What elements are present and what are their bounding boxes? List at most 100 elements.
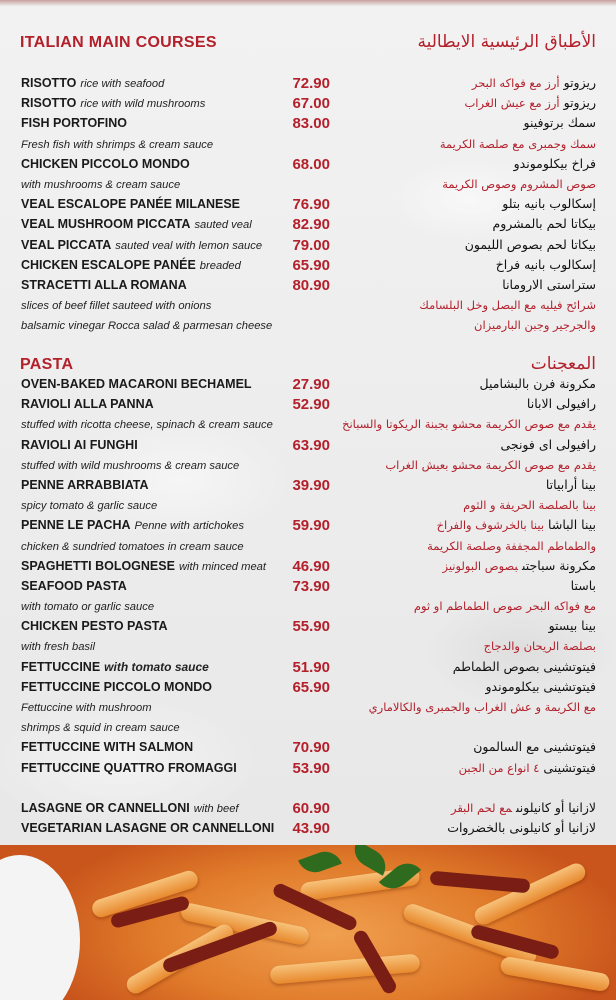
item-english: LASAGNE OR CANNELLONI with beef	[21, 801, 239, 815]
menu-item: LASAGNE OR CANNELLONI with beef 60.90 لازان…	[0, 798, 616, 818]
item-english: CHICKEN PICCOLO MONDO	[21, 157, 190, 171]
item-description-arabic: يقدم مع صوص الكريمة محشو بجبنة الريكوتا …	[342, 417, 596, 432]
item-name-arabic: ستراستى الارومانا	[502, 276, 596, 292]
item-name: FETTUCCINE QUATTRO FROMAGGI	[21, 760, 237, 775]
item-arabic: مع فواكه البحر صوص الطماطم او ثوم	[414, 598, 596, 613]
item-description-arabic: مع لحم البقر	[450, 801, 512, 815]
item-name-arabic: إسكالوب بانيه فراخ	[495, 256, 596, 272]
section-header: ITALIAN MAIN COURSES الأطباق الرئيسية ال…	[20, 32, 596, 54]
item-name: RISOTTO	[21, 96, 77, 111]
item-description-arabic: ٤ انواع من الجبن	[458, 760, 540, 775]
menu-item: RAVIOLI ALLA PANNA 52.90 رافيولى الابانا	[0, 394, 616, 414]
section-title-en: PASTA	[20, 356, 74, 373]
item-description-arabic: شرائح فيليه مع البصل وخل البلسامك	[419, 298, 596, 313]
item-description: stuffed with wild mushrooms & cream sauc…	[21, 459, 240, 472]
menu-item-description: stuffed with ricotta cheese, spinach & c…	[0, 414, 616, 434]
item-arabic: يقدم مع صوص الكريمة محشو بجبنة الريكوتا …	[342, 416, 596, 431]
item-english: with tomato or garlic sauce	[21, 599, 154, 613]
item-english: FISH PORTOFINO	[21, 116, 127, 130]
menu-item: VEGETARIAN LASAGNE OR CANNELLONI 43.90 لاز…	[0, 818, 616, 838]
item-arabic: لازانيا أو كانيلونى بالخضروات	[447, 820, 596, 835]
menu-item-description: balsamic vinegar Rocca salad & parmesan …	[0, 315, 616, 335]
item-name: CHICKEN PICCOLO MONDO	[21, 156, 190, 171]
item-description: stuffed with ricotta cheese, spinach & c…	[21, 419, 273, 432]
item-english: FETTUCCINE with tomato sauce	[21, 660, 209, 674]
item-name-arabic: فيتوتشينى بصوص الطماطم	[452, 658, 596, 674]
item-price: 82.90	[292, 216, 330, 234]
menu-item: SEAFOOD PASTA 73.90 باستا	[0, 576, 616, 596]
item-english: CHICKEN PESTO PASTA	[21, 619, 168, 633]
menu-item: RISOTTO rice with seafood 72.90 ريزوتوأرز م…	[0, 73, 616, 93]
item-name-arabic: باستا	[570, 577, 596, 593]
item-name: VEAL ESCALOPE PANÉE MILANESE	[21, 197, 241, 212]
section-title-en: ITALIAN MAIN COURSES	[20, 34, 217, 51]
menu-item: VEAL PICCATA sauted veal with lemon sauce…	[0, 235, 616, 255]
item-description: shrimps & squid in cream sauce	[21, 722, 180, 735]
item-arabic: فيتوتشينى بصوص الطماطم	[453, 659, 596, 674]
penne-piece	[499, 955, 611, 993]
item-description-arabic: يقدم مع صوص الكريمة محشو بعيش الغراب	[385, 457, 596, 472]
item-name-arabic: رافيولى اى فونجى	[500, 436, 596, 452]
item-english: stuffed with ricotta cheese, spinach & c…	[21, 417, 273, 431]
item-price: 65.90	[292, 678, 330, 696]
item-description-arabic: بينا بالصلصة الحريفة و الثوم	[463, 498, 596, 513]
item-english: slices of beef fillet sauteed with onion…	[21, 298, 211, 312]
item-description: Penne with artichokes	[134, 520, 244, 533]
item-name: FISH PORTOFINO	[21, 116, 128, 131]
menu-item: FETTUCCINE WITH SALMON 70.90 فيتوتشينى مع …	[0, 737, 616, 757]
item-english: RAVIOLI AI FUNGHI	[21, 438, 138, 452]
menu-group: OVEN-BAKED MACARONI BECHAMEL 27.90 مكرونة …	[0, 374, 616, 778]
item-price: 73.90	[292, 577, 330, 595]
item-description: with minced meat	[178, 560, 267, 573]
item-english: PENNE ARRABBIATA	[21, 478, 149, 492]
item-description: sauted veal	[194, 219, 252, 232]
item-name-arabic: فيتوتشينى مع السالمون	[473, 739, 596, 755]
item-price: 59.90	[292, 517, 330, 535]
item-description-arabic: أرز مع عيش الغراب	[464, 96, 560, 111]
item-english: with mushrooms & cream sauce	[21, 177, 180, 191]
item-arabic: سمك وجمبرى مع صلصة الكريمة	[440, 136, 596, 151]
item-name-arabic: ريزوتو	[563, 75, 596, 90]
item-price: 46.90	[292, 557, 330, 575]
menu-item: CHICKEN PICCOLO MONDO 68.00 فراخ بيكلوموند…	[0, 154, 616, 174]
menu-item: PENNE ARRABBIATA 39.90 بينا أرابياتا	[0, 475, 616, 495]
penne-pasta-dish-photo	[0, 845, 616, 1000]
item-price: 39.90	[292, 476, 330, 494]
menu-item: CHICKEN ESCALOPE PANÉE breaded 65.90 إسكالو…	[0, 255, 616, 275]
item-arabic: فيتوتشينى بيكلوموندو	[485, 679, 596, 694]
item-description-arabic: صوص المشروم وصوص الكريمة	[442, 176, 596, 191]
item-english: FETTUCCINE PICCOLO MONDO	[21, 680, 212, 694]
menu-item: CHICKEN PESTO PASTA 55.90 بينا بيستو	[0, 616, 616, 636]
item-name-arabic: رافيولى الابانا	[526, 396, 596, 412]
item-description-arabic: أرز مع فواكه البحر	[471, 76, 560, 90]
item-name-arabic: بيكاتا لحم بصوص الليمون	[464, 236, 596, 252]
item-price: 70.90	[292, 739, 330, 757]
menu-item: FETTUCCINE QUATTRO FROMAGGI 53.90 فيتوتشين…	[0, 758, 616, 778]
section-title-ar: الأطباق الرئيسية الايطالية	[417, 32, 596, 52]
item-name: FETTUCCINE WITH SALMON	[21, 740, 194, 755]
menu-item: FETTUCCINE with tomato sauce 51.90 فيتوتشين…	[0, 657, 616, 677]
item-english: Fresh fish with shrimps & cream sauce	[21, 137, 213, 151]
item-english: VEGETARIAN LASAGNE OR CANNELLONI	[21, 821, 274, 835]
item-arabic: مكرونة فرن بالبشاميل	[480, 376, 596, 391]
menu-item: VEAL ESCALOPE PANÉE MILANESE 76.90 إسكالوب…	[0, 194, 616, 214]
item-price: 60.90	[292, 800, 330, 817]
item-arabic: سمك برتوفينو	[524, 115, 597, 130]
item-name: VEGETARIAN LASAGNE OR CANNELLONI	[21, 821, 275, 836]
item-name: STRACETTI ALLA ROMANA	[21, 277, 187, 292]
menu-item-description: with mushrooms & cream sauce صوص المشروم …	[0, 174, 616, 194]
item-english: Fettuccine with mushroom	[21, 700, 152, 714]
item-arabic: بينا الباشابينا بالخرشوف والفراخ	[437, 517, 596, 532]
item-name-arabic: ريزوتو	[563, 95, 596, 111]
item-price: 80.90	[292, 276, 330, 294]
item-price: 65.90	[292, 256, 330, 274]
item-english: with fresh basil	[21, 639, 95, 653]
item-arabic: مع الكريمة و عش الغراب والجمبرى والكالام…	[369, 699, 596, 714]
item-english: SPAGHETTI BOLOGNESE with minced meat	[21, 559, 266, 573]
item-price: 68.00	[292, 155, 330, 173]
item-price: 63.90	[292, 436, 330, 454]
item-arabic: شرائح فيليه مع البصل وخل البلسامك	[419, 297, 596, 312]
item-price: 53.90	[292, 759, 330, 777]
item-english: shrimps & squid in cream sauce	[21, 720, 180, 734]
